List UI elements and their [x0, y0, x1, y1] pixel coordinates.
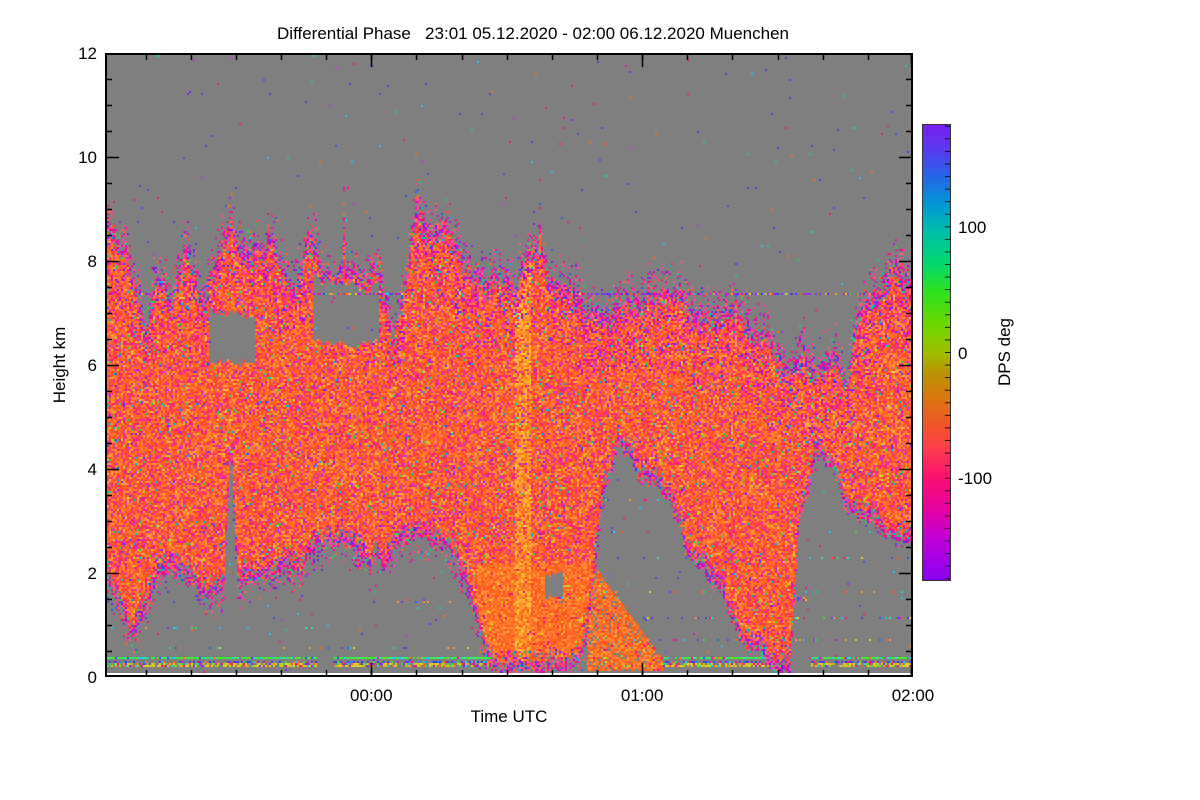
chart-title: Differential Phase 23:01 05.12.2020 - 02…	[277, 24, 789, 43]
y-tick-label: 10	[78, 148, 97, 167]
y-tick-label: 4	[87, 460, 97, 479]
colorbar-tick-label: 0	[958, 343, 968, 363]
colorbar-tick-label: -100	[958, 469, 993, 489]
colorbar	[921, 123, 952, 582]
y-tick-label: 6	[87, 356, 97, 375]
y-tick-label: 2	[87, 564, 97, 583]
heatmap-plot-area	[105, 53, 913, 677]
colorbar-title: DPS deg	[995, 317, 1014, 387]
colorbar-tick-label: 100	[958, 217, 987, 237]
y-tick-label: 0	[87, 668, 97, 687]
y-tick-label: 12	[78, 44, 97, 63]
x-tick-label: 00:00	[350, 686, 393, 705]
x-axis-title: Time UTC	[470, 707, 548, 726]
y-tick-label: 8	[87, 252, 97, 271]
y-axis-title: Height km	[50, 326, 69, 404]
x-tick-label: 02:00	[891, 686, 935, 705]
x-tick-label: 01:00	[620, 686, 664, 705]
